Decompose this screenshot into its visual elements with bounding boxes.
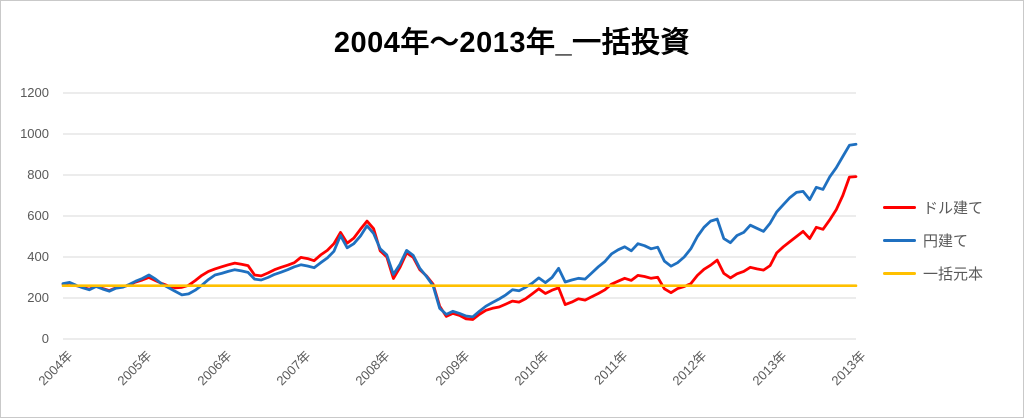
y-tick-label: 1200 [20,85,49,100]
y-tick-label: 1000 [20,126,49,141]
legend-item-dollar: ドル建て [883,197,983,218]
legend-item-principal: 一括元本 [883,263,983,284]
legend-item-label: 円建て [923,233,969,250]
legend-item-yen: 円建て [883,230,983,251]
legend-line-dollar-swatch [883,206,916,209]
legend-item-label: 一括元本 [923,266,984,283]
y-tick-label: 200 [27,290,49,305]
legend-item-label: ドル建て [923,200,984,217]
y-tick-label: 0 [41,331,49,346]
series-line-dollar [61,175,858,321]
y-tick-label: 800 [27,167,49,182]
series-line-yen [61,142,858,319]
y-tick-label: 400 [27,249,49,264]
y-tick-label: 600 [27,208,49,223]
legend: ドル建て 円建て 一括元本 [883,197,983,284]
chart-title: 2004年〜2013年_一括投資 [333,27,691,59]
legend-line-yen-swatch [883,239,916,242]
legend-line-principal-swatch [883,272,916,275]
